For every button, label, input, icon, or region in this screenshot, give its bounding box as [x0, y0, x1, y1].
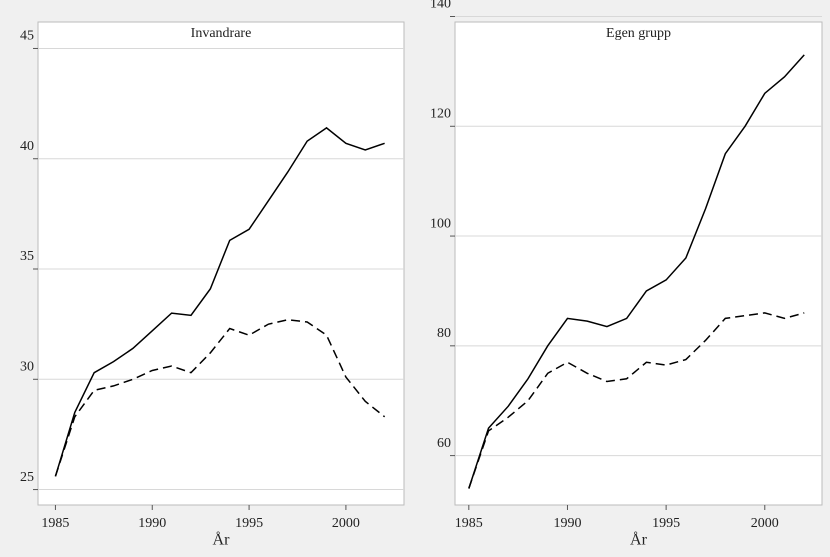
chart-title: Invandrare	[191, 26, 252, 41]
plot-area	[454, 21, 823, 506]
chart-title: Egen grupp	[606, 26, 671, 41]
line-series	[54, 126, 385, 477]
y-tick-label: 30	[20, 360, 34, 375]
y-tick-label: 45	[20, 29, 34, 44]
x-axis-label: År	[213, 531, 231, 549]
x-tick-label: 2000	[751, 516, 779, 531]
line-series	[468, 54, 805, 489]
y-tick-label: 100	[430, 216, 451, 231]
y-tick-label: 140	[430, 0, 451, 12]
y-tick-label: 120	[430, 107, 451, 122]
x-tick-label: 1990	[138, 516, 166, 531]
y-tick-label: 40	[20, 139, 34, 154]
x-tick-label: 1985	[41, 516, 69, 531]
y-tick-label: 35	[20, 249, 34, 264]
line-series	[54, 318, 386, 477]
x-tick-label: 2000	[332, 516, 360, 531]
y-tick-label: 60	[437, 436, 451, 451]
line-series	[468, 312, 805, 489]
y-tick-label: 80	[437, 326, 451, 341]
x-tick-label: 1990	[553, 516, 581, 531]
x-axis-label: År	[630, 531, 648, 549]
x-tick-label: 1995	[652, 516, 680, 531]
y-tick-label: 25	[20, 470, 34, 485]
x-tick-label: 1985	[455, 516, 483, 531]
x-tick-label: 1995	[235, 516, 263, 531]
